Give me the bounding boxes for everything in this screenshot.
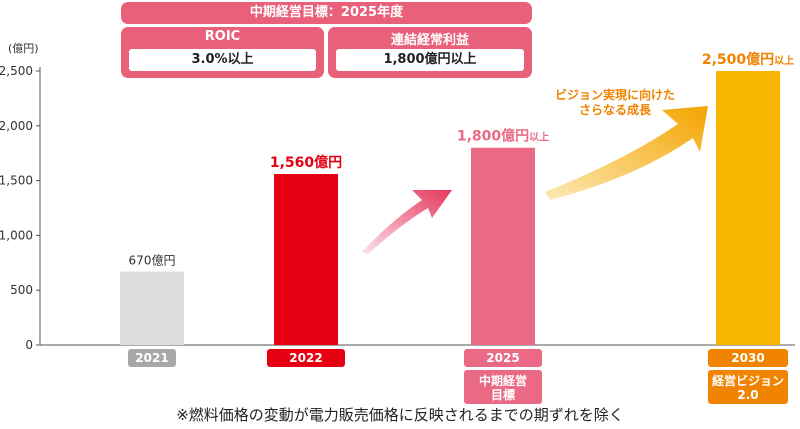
growth-arrow-orange [545,106,708,200]
data-label-2021: 670億円 [129,254,176,268]
category-sublabel-2030: 経営ビジョン 2.0 [708,370,788,404]
category-badge-2021: 2021 [128,349,176,367]
footnote: ※燃料価格の変動が電力販売価格に反映されるまでの期ずれを除く [176,406,624,424]
bar-2022 [274,174,338,345]
target-value-profit: 1,800億円以上 [336,49,524,71]
sublabel-line: 目標 [490,388,515,402]
arrow-caption-line: さらなる成長 [579,102,652,117]
y-tick-label: 2,000 [0,119,33,133]
growth-arrow-pink [362,190,452,254]
data-label-2022: 1,560億円 [270,154,342,171]
bar-2021 [120,271,184,345]
sublabel-line: 2.0 [737,388,759,402]
y-tick-label: 500 [10,283,33,297]
y-tick-label: 0 [25,338,33,352]
sublabel-line: 中期経営 [478,374,527,388]
bar-2030 [716,71,780,345]
target-value-roic: 3.0%以上 [129,49,316,71]
category-sublabel-2025: 中期経営 目標 [464,370,542,404]
target-header: 中期経営目標：2025年度 [121,2,532,24]
data-label-2025: 1,800億円以上 [457,128,549,145]
arrow-caption-line: ビジョン実現に向けた [555,87,675,102]
target-label-roic: ROIC [204,29,241,44]
bar-2025 [471,147,535,345]
y-tick-label: 1,000 [0,228,33,242]
target-card-profit: 連結経常利益 1,800億円以上 [328,27,532,78]
y-tick-label: 1,500 [0,174,33,188]
data-label-2030: 2,500億円以上 [702,51,794,68]
category-badge-2022: 2022 [267,349,345,367]
category-badge-2025: 2025 [464,349,542,367]
data-label-suffix: 以上 [529,131,549,144]
data-label-suffix: 以上 [774,54,794,67]
target-card-roic: ROIC 3.0%以上 [121,27,324,78]
y-unit-label: (億円) [8,42,39,55]
category-badge-2030: 2030 [708,349,788,367]
sublabel-line: 経営ビジョン [711,374,784,388]
y-tick-label: 2,500 [0,64,33,78]
target-label-profit: 連結経常利益 [390,33,469,48]
